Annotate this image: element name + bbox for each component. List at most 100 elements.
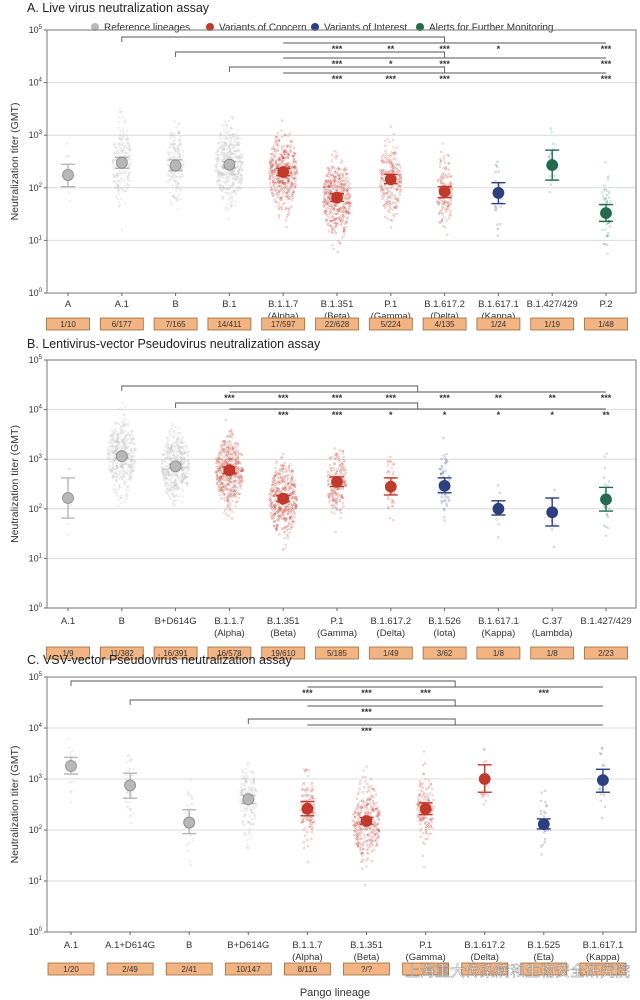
data-point <box>343 480 346 483</box>
data-point <box>338 168 341 171</box>
data-point <box>608 225 611 228</box>
data-point <box>216 153 220 157</box>
data-point <box>119 447 123 451</box>
data-point <box>278 487 281 491</box>
data-point <box>112 159 115 162</box>
data-point <box>240 468 244 472</box>
data-point <box>394 187 397 190</box>
data-point <box>253 814 257 817</box>
data-point <box>284 519 288 522</box>
data-point <box>228 144 232 147</box>
data-point <box>325 174 329 178</box>
data-point <box>443 499 446 503</box>
data-point <box>333 204 337 208</box>
data-point <box>224 484 227 488</box>
data-point <box>445 504 449 507</box>
data-point <box>289 527 293 530</box>
data-point <box>275 163 279 167</box>
data-point <box>386 161 389 165</box>
data-point <box>607 480 611 483</box>
data-point <box>127 466 130 469</box>
data-point <box>345 201 348 205</box>
data-point <box>125 776 128 780</box>
legend-marker-reference <box>91 23 99 31</box>
data-point <box>390 219 394 222</box>
data-point <box>444 167 447 170</box>
data-point <box>446 205 450 209</box>
data-point <box>228 495 232 499</box>
data-point <box>166 159 170 163</box>
x-tick-label: B.1.351 <box>267 616 300 627</box>
data-point <box>116 461 120 464</box>
data-point <box>112 447 115 451</box>
data-point <box>121 423 124 426</box>
data-point <box>284 505 288 509</box>
data-point <box>291 184 294 187</box>
data-point <box>167 181 170 184</box>
data-point <box>330 153 334 157</box>
data-point <box>604 161 607 164</box>
significance-stars: *** <box>439 393 450 403</box>
data-point <box>292 154 296 157</box>
data-point <box>164 469 167 472</box>
data-point <box>328 179 331 182</box>
data-point <box>251 772 255 776</box>
data-point <box>284 470 287 474</box>
data-point <box>379 169 382 172</box>
data-point <box>444 207 448 211</box>
data-point <box>221 491 224 494</box>
data-point <box>280 512 284 515</box>
data-point <box>122 133 126 136</box>
count-box <box>165 962 213 976</box>
data-point <box>215 474 219 477</box>
data-point <box>123 445 126 448</box>
data-point <box>348 182 351 185</box>
data-point <box>272 154 275 157</box>
data-point <box>226 192 230 195</box>
data-point <box>339 516 342 520</box>
data-point <box>304 826 307 830</box>
data-point <box>277 517 280 521</box>
data-point <box>281 156 284 159</box>
data-point <box>274 507 277 510</box>
data-point <box>114 186 117 189</box>
data-point <box>230 457 234 461</box>
data-point <box>293 164 297 168</box>
data-point <box>181 481 184 484</box>
data-point <box>274 135 278 139</box>
data-point <box>166 439 169 442</box>
data-point <box>605 525 608 528</box>
data-point <box>272 177 275 180</box>
data-point <box>127 805 130 808</box>
data-point <box>171 176 174 179</box>
data-point <box>115 476 119 479</box>
data-point <box>235 446 238 449</box>
data-point <box>225 453 228 457</box>
data-point <box>162 471 165 474</box>
data-point <box>340 182 344 186</box>
legend-label: Reference lineages <box>104 23 190 34</box>
data-point <box>290 173 293 176</box>
data-point <box>388 516 392 520</box>
data-point <box>278 197 282 200</box>
data-point <box>222 152 225 155</box>
data-point <box>218 153 221 157</box>
data-point <box>215 461 218 464</box>
data-point <box>182 441 186 444</box>
data-point <box>272 480 275 483</box>
data-point <box>230 173 234 176</box>
data-point <box>227 483 230 486</box>
data-point <box>380 187 384 191</box>
data-point <box>328 185 331 188</box>
data-point <box>270 505 274 508</box>
data-point <box>123 471 127 474</box>
data-point <box>220 463 223 467</box>
data-point <box>120 477 123 480</box>
data-point <box>113 440 117 443</box>
data-point <box>126 424 129 427</box>
data-point <box>179 460 183 464</box>
data-point <box>108 455 111 459</box>
data-point <box>394 205 397 208</box>
data-point <box>218 460 221 464</box>
data-point <box>284 518 288 521</box>
